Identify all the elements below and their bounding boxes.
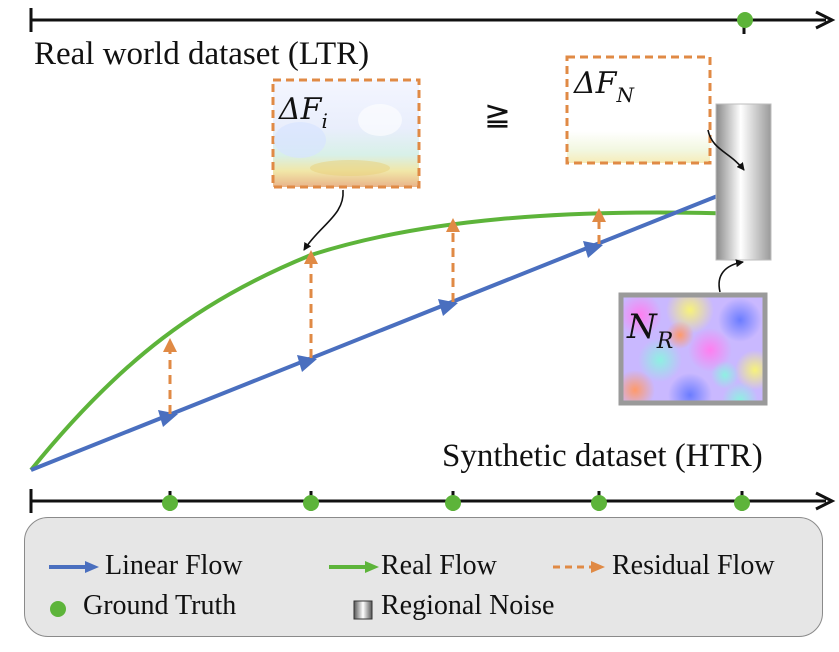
- ground-truth-dot: [303, 495, 319, 511]
- legend-ground-truth-dot-icon: [50, 601, 66, 617]
- geq-symbol: ≧: [484, 95, 511, 133]
- top-ground-truth-dot: [737, 12, 753, 28]
- legend-real-flow: Real Flow: [381, 550, 497, 581]
- top-timeline: [29, 8, 836, 34]
- legend-regional-noise: Regional Noise: [381, 590, 555, 621]
- connector-fi-arrow: [303, 189, 344, 251]
- delta-fi-panel: [271, 78, 421, 189]
- linear-flow-arrowhead: [158, 410, 178, 427]
- ground-truth-dot: [591, 495, 607, 511]
- linear-flow-arrowhead: [297, 355, 317, 372]
- ground-truth-dot: [445, 495, 461, 511]
- real-world-dataset-title: Real world dataset (LTR): [34, 36, 370, 72]
- legend: Linear Flow Real Flow Residual Flow Grou…: [24, 517, 823, 637]
- ground-truth-dot: [734, 495, 750, 511]
- legend-residual-arrow-icon: [553, 561, 605, 573]
- legend-real-arrow-icon: [329, 561, 379, 573]
- bottom-timeline: [29, 489, 836, 513]
- ground-truth-dot: [162, 495, 178, 511]
- legend-regional-noise-icon: [353, 600, 373, 620]
- delta-fi-label: ΔFi: [278, 92, 328, 133]
- legend-linear-arrow-icon: [49, 561, 99, 573]
- linear-flow-arrowhead: [438, 299, 458, 316]
- connector-fn-arrow: [707, 129, 745, 171]
- regional-noise-bar: [715, 103, 772, 261]
- nr-noise-panel: [618, 292, 768, 406]
- linear-flow-arrowhead: [583, 241, 603, 258]
- nr-label: NR: [626, 307, 673, 354]
- delta-fn-panel: [565, 55, 712, 165]
- connector-nr-arrow: [718, 259, 744, 293]
- legend-linear-flow: Linear Flow: [105, 550, 243, 581]
- legend-ground-truth: Ground Truth: [83, 590, 237, 621]
- delta-fn-label: ΔFN: [573, 66, 635, 107]
- synthetic-dataset-title: Synthetic dataset (HTR): [442, 438, 763, 474]
- legend-residual-flow: Residual Flow: [612, 550, 775, 581]
